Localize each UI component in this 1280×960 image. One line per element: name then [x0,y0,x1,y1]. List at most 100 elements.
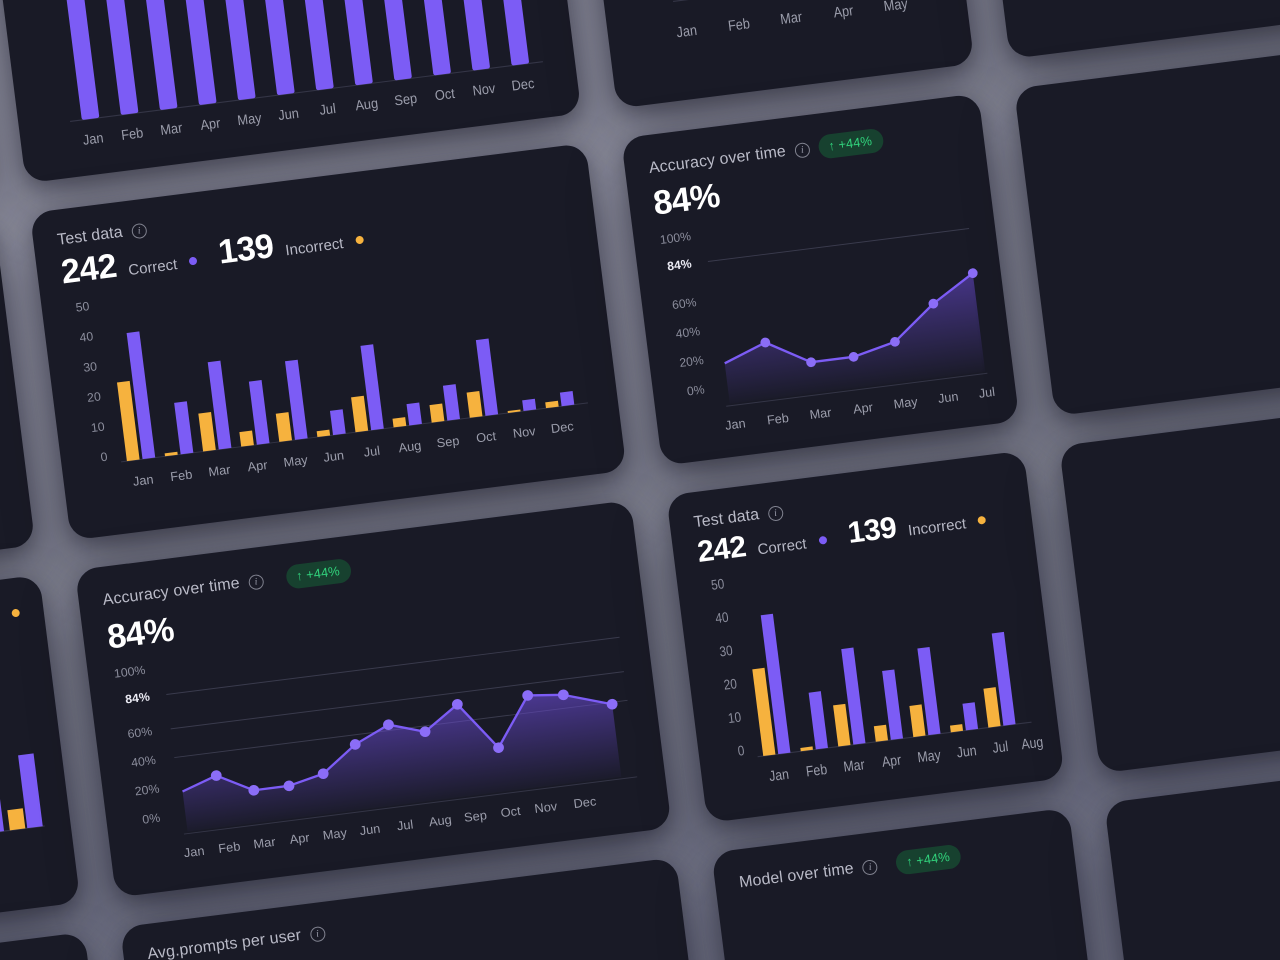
svg-text:60%: 60% [671,295,697,312]
card-title: Model over time [738,860,855,892]
svg-text:Jan: Jan [724,416,746,432]
bar-group-incorrect [752,667,1001,757]
svg-text:20%: 20% [679,353,705,370]
svg-text:84%: 84% [124,690,150,707]
svg-text:Nov: Nov [472,80,497,98]
svg-text:Jul: Jul [318,100,336,118]
bar-chart-svg: 50 40 30 20 10 0 [75,299,589,489]
svg-text:40: 40 [79,329,95,345]
svg-text:Jun: Jun [956,742,978,761]
svg-text:Jan: Jan [82,130,104,148]
svg-text:50: 50 [710,575,725,593]
chart-area: 50 40 30 20 10 0 [701,541,1044,802]
line-chart-svg: 100% 84% 60% 40% 20% 0% [113,636,638,860]
x-tick-labels: Jan Feb Mar Apr May Jun Jul Aug Sep Oct Nov De… [183,794,597,860]
legend-dot-incorrect [11,608,21,618]
svg-text:Jun: Jun [277,105,299,123]
chart-area: 100% 84% 60% 40% 20% 0% [657,194,996,445]
svg-text:Sep: Sep [393,90,418,108]
trend-badge: ↑ +44% [284,557,353,590]
svg-text:Feb: Feb [120,125,144,143]
legend-dot-incorrect [355,235,364,245]
bar-chart-svg: 0 [54,0,543,148]
svg-text:Aug: Aug [354,95,379,113]
card-accuracy-main[interactable]: Accuracy over time i ↑ +44% 84% 100% 84%… [74,500,672,898]
svg-text:May: May [322,826,348,843]
card-offscreen-r4c4 [1104,757,1280,960]
svg-text:Aug: Aug [398,438,422,456]
info-icon[interactable]: i [309,925,326,943]
svg-text:Feb: Feb [766,411,789,428]
svg-text:May: May [236,110,262,129]
svg-text:Jul: Jul [363,443,381,460]
legend-dot-incorrect [977,515,987,525]
svg-text:Sep: Sep [436,433,460,451]
info-icon[interactable]: i [861,858,879,876]
line-chart-svg: 100% 84% 60% 40% 20% 0% [659,228,996,433]
svg-text:Oct: Oct [434,85,456,103]
card-bars-left[interactable]: Incorrect [0,574,81,948]
svg-text:Nov: Nov [534,799,559,816]
kpi-label-incorrect: Incorrect [0,608,1,632]
kpi-value-correct: 242 [695,530,748,569]
bar-group-correct [126,331,575,460]
kpi-value-incorrect: 139 [845,511,899,550]
svg-text:Feb: Feb [727,15,751,34]
card-test-data[interactable]: Test data i 242 Correct 139 Incorrect [29,142,627,541]
kpi-value-correct: 242 [59,246,119,292]
svg-text:0%: 0% [142,811,162,827]
card-test-data-right[interactable]: Test data i 242 Correct 139 Incorrect [666,450,1065,823]
svg-text:Mar: Mar [843,756,866,775]
card-model-over-time[interactable]: Model over time i ↑ +44% [711,807,1110,960]
card-bars-topcenter[interactable]: Test data i 0 [0,0,582,184]
svg-text:Jan: Jan [768,766,790,785]
info-icon[interactable]: i [247,573,265,591]
x-tick-labels: Jan Feb Mar Apr May Jun Jul [724,385,995,433]
svg-text:Jul: Jul [396,818,414,834]
bar-group-correct [0,753,43,834]
svg-text:Aug: Aug [428,813,452,830]
info-icon[interactable]: i [130,222,148,239]
info-icon[interactable]: i [793,141,811,159]
kpi-label-incorrect: Incorrect [284,235,345,260]
kpi-label-correct: Correct [756,535,808,559]
card-offscreen-r2c4 [1013,43,1280,417]
data-points [210,689,618,796]
card-line-bottomleft[interactable] [0,931,126,960]
svg-text:Dec: Dec [550,418,575,436]
card-line-left[interactable]: Accuracy over time i 84% ↑ +44% [0,217,36,591]
svg-text:30: 30 [83,359,99,375]
svg-text:Jun: Jun [937,390,959,406]
card-accuracy-right[interactable]: Accuracy over time i ↑ +44% 84% 100% 84%… [621,93,1020,466]
svg-text:Mar: Mar [779,9,803,28]
svg-text:Feb: Feb [169,467,193,485]
bar-group [54,0,529,120]
svg-text:Apr: Apr [200,115,222,133]
svg-text:100%: 100% [659,229,692,247]
svg-text:Jan: Jan [183,844,205,860]
chart-area: 50 40 30 20 10 0 [65,237,601,519]
card-offscreen-r1c4 [968,0,1280,60]
data-points [760,268,978,368]
x-tick-labels: Jan Feb Mar Apr May [676,0,909,41]
svg-text:May: May [893,395,919,412]
svg-text:Jun: Jun [323,447,345,464]
svg-text:Jun: Jun [359,822,381,838]
svg-text:0%: 0% [686,382,705,398]
svg-text:Oct: Oct [475,428,497,445]
svg-text:Oct: Oct [500,804,522,820]
kpi-label-correct: Correct [127,256,179,280]
svg-text:Dec: Dec [573,794,597,811]
svg-text:10: 10 [727,709,742,727]
info-icon[interactable]: i [767,504,784,522]
svg-text:Aug: Aug [1020,734,1044,753]
svg-text:Dec: Dec [511,75,536,93]
y-tick-labels: 50 40 30 20 10 0 [75,299,109,464]
kpi-label-incorrect: Incorrect [907,515,968,540]
svg-text:Mar: Mar [159,120,183,138]
svg-text:May: May [883,0,909,14]
card-line-topright[interactable]: Accuracy over time i 40% 20% 0% [575,0,975,109]
